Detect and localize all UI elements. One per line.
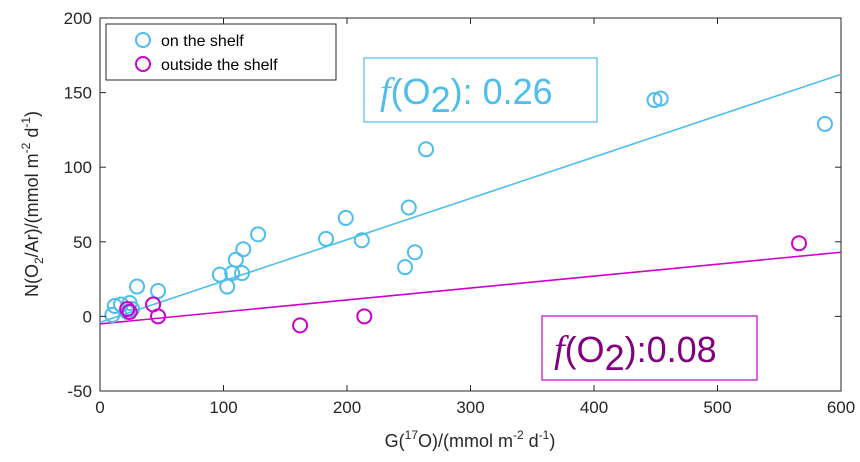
data-point-on-shelf — [646, 92, 663, 109]
x-tick-label: 300 — [456, 398, 484, 417]
data-point-on-shelf — [250, 226, 267, 243]
data-point-outside-shelf — [121, 303, 138, 320]
data-point-on-shelf — [227, 251, 244, 268]
data-point-outside-shelf — [356, 308, 373, 325]
legend-label-on-shelf: on the shelf — [161, 33, 244, 50]
data-point-on-shelf — [400, 199, 417, 216]
data-point-on-shelf — [219, 278, 236, 295]
data-point-on-shelf — [337, 209, 354, 226]
x-tick-label: 100 — [209, 398, 237, 417]
legend: on the shelf outside the shelf — [105, 23, 337, 81]
y-tick-label: 150 — [64, 84, 92, 103]
y-tick-label: -50 — [67, 382, 92, 401]
annotation-on-shelf: f(O2): 0.26 — [363, 57, 598, 123]
data-point-on-shelf — [211, 266, 228, 283]
data-point-on-shelf — [129, 278, 146, 295]
y-tick-label: 100 — [64, 158, 92, 177]
x-tick-label: 0 — [95, 398, 104, 417]
y-tick-label: 0 — [83, 307, 92, 326]
data-point-on-shelf — [104, 306, 121, 323]
x-tick-label: 400 — [580, 398, 608, 417]
data-point-outside-shelf — [150, 308, 167, 325]
data-point-outside-shelf — [791, 235, 808, 252]
data-point-on-shelf — [406, 244, 423, 261]
data-point-on-shelf — [418, 141, 435, 158]
x-tick-label: 200 — [333, 398, 361, 417]
fit-line-outside-shelf — [99, 251, 842, 325]
data-markers — [104, 90, 833, 334]
annotation-box-outside-shelf — [541, 315, 758, 381]
annotation-text-outside-shelf: f(O2):0.08 — [554, 329, 717, 378]
data-point-on-shelf — [318, 230, 335, 247]
y-tick-label: 50 — [73, 233, 92, 252]
x-axis-label: G(17O)/(mmol m-2 d-1) — [385, 428, 556, 451]
legend-marker-outside-shelf — [135, 56, 151, 72]
annotation-outside-shelf: f(O2):0.08 — [541, 315, 758, 381]
x-tick-label: 600 — [827, 398, 855, 417]
data-point-on-shelf — [397, 259, 414, 276]
data-point-on-shelf — [150, 283, 167, 300]
annotation-text-on-shelf: f(O2): 0.26 — [380, 71, 553, 120]
legend-label-outside-shelf: outside the shelf — [161, 57, 278, 74]
y-axis-label: N(O2/Ar)/(mmol m-2 d-1) — [19, 111, 46, 297]
data-point-on-shelf — [124, 300, 141, 317]
data-point-outside-shelf — [292, 317, 309, 334]
data-point-on-shelf — [816, 115, 833, 132]
legend-marker-on-shelf — [135, 32, 151, 48]
y-tick-label: 200 — [64, 9, 92, 28]
data-point-outside-shelf — [119, 300, 136, 317]
x-tick-label: 500 — [703, 398, 731, 417]
data-point-on-shelf — [235, 241, 252, 258]
data-point-on-shelf — [353, 232, 370, 249]
annotation-box-on-shelf — [363, 57, 598, 123]
data-point-on-shelf — [652, 90, 669, 107]
data-point-on-shelf — [234, 265, 251, 282]
